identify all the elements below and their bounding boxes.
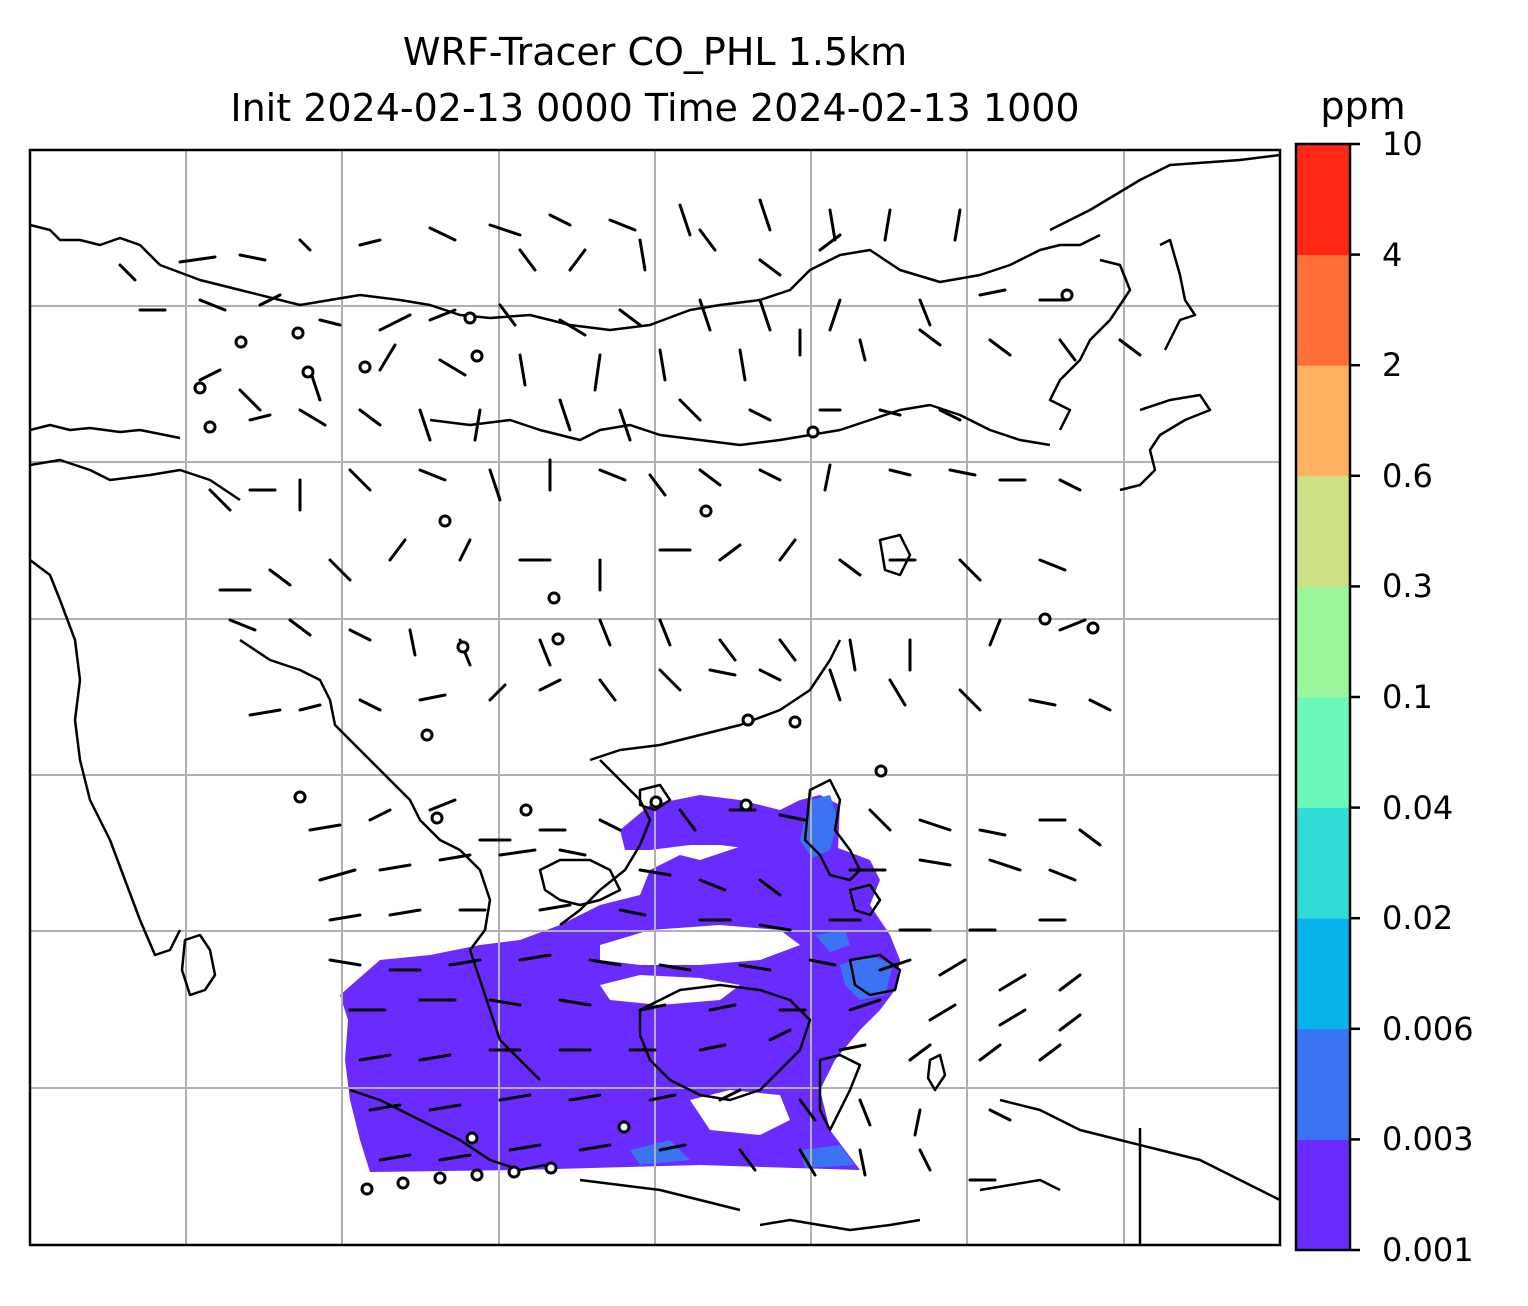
burma-coast xyxy=(239,638,461,852)
tracer-higher-patch-4 xyxy=(800,1145,855,1168)
colorbar-swatch xyxy=(1296,144,1350,256)
colorbar-swatch xyxy=(1296,475,1350,587)
colorbar-swatch xyxy=(1296,918,1350,1030)
colorbar-tick-label: 4 xyxy=(1382,235,1403,274)
colorbar-tick-label: 0.006 xyxy=(1382,1009,1474,1048)
tracer-higher-patch-3 xyxy=(815,930,850,952)
colorbar-unit-label: ppm xyxy=(1320,84,1406,128)
map-frame xyxy=(28,148,1282,1247)
north-border xyxy=(30,223,1101,332)
vietnam-coast xyxy=(559,759,652,926)
tracer-plume-north xyxy=(620,795,840,860)
malay-peninsula xyxy=(468,949,541,1081)
sri-lanka xyxy=(180,933,217,997)
borneo xyxy=(638,983,812,1102)
gulf-of-thailand xyxy=(538,858,622,907)
philippines-visayas xyxy=(848,883,882,917)
colorbar-tick-label: 0.02 xyxy=(1382,899,1454,938)
colorbar xyxy=(1296,144,1350,1251)
tracer-gap-1 xyxy=(600,925,800,965)
colorbar-tick-label: 0.3 xyxy=(1382,567,1433,606)
colorbar-swatch xyxy=(1296,365,1350,477)
india-coast xyxy=(30,559,182,957)
korea-coast xyxy=(1048,258,1132,431)
tracer-higher-patch-2 xyxy=(840,955,893,1000)
new-guinea xyxy=(999,1098,1280,1202)
lesser-sunda xyxy=(759,1218,921,1232)
colorbar-swatch xyxy=(1296,586,1350,698)
taiwan xyxy=(878,533,912,577)
colorbar-swatch xyxy=(1296,1028,1350,1140)
colorbar-swatch xyxy=(1296,697,1350,809)
japan-sakhalin xyxy=(1159,238,1197,351)
colorbar-tick-label: 0.003 xyxy=(1382,1120,1474,1159)
colorbar-swatch xyxy=(1296,254,1350,366)
tracer-gap-4 xyxy=(690,1090,790,1135)
tracer-gap-3 xyxy=(600,975,740,1005)
halmahera xyxy=(926,1053,947,1092)
colorbar-tick-label: 0.1 xyxy=(1382,678,1433,716)
colorbar-tick-label: 0.04 xyxy=(1382,788,1454,827)
south-china-coast xyxy=(589,639,842,762)
map-gridlines xyxy=(30,150,1280,1245)
sulawesi xyxy=(818,1053,862,1132)
map-subtitle: Init 2024-02-13 0000 Time 2024-02-13 100… xyxy=(230,86,1080,130)
colorbar-swatch xyxy=(1296,807,1350,919)
tracer-higher-patch-1 xyxy=(800,795,838,858)
station-markers xyxy=(193,288,1100,1196)
colorbar-tick-label: 10 xyxy=(1382,125,1423,163)
indochina-coast xyxy=(459,849,492,951)
japan-main xyxy=(1119,393,1212,492)
colorbar-tick-label: 0.001 xyxy=(1382,1231,1474,1269)
wind-barbs xyxy=(118,198,1142,1182)
west-coast xyxy=(30,423,181,440)
java xyxy=(579,1178,741,1212)
himalaya-border xyxy=(30,458,241,502)
northeast-coast xyxy=(1049,153,1280,232)
colorbar-swatch xyxy=(1296,1139,1350,1251)
map-title: WRF-Tracer CO_PHL 1.5km xyxy=(402,30,908,74)
hainan xyxy=(638,783,672,812)
colorbar-tick-label: 2 xyxy=(1382,346,1403,385)
china-south-border xyxy=(429,403,1051,447)
colorbar-tick-label: 0.6 xyxy=(1382,456,1433,495)
philippines-mindanao xyxy=(848,953,902,997)
colorbar-ticks xyxy=(1350,142,1360,1252)
timor xyxy=(979,1178,1061,1192)
coastlines xyxy=(30,153,1280,1245)
